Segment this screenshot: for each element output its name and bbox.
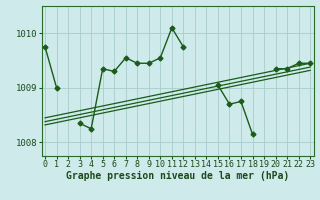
X-axis label: Graphe pression niveau de la mer (hPa): Graphe pression niveau de la mer (hPa) [66,171,289,181]
